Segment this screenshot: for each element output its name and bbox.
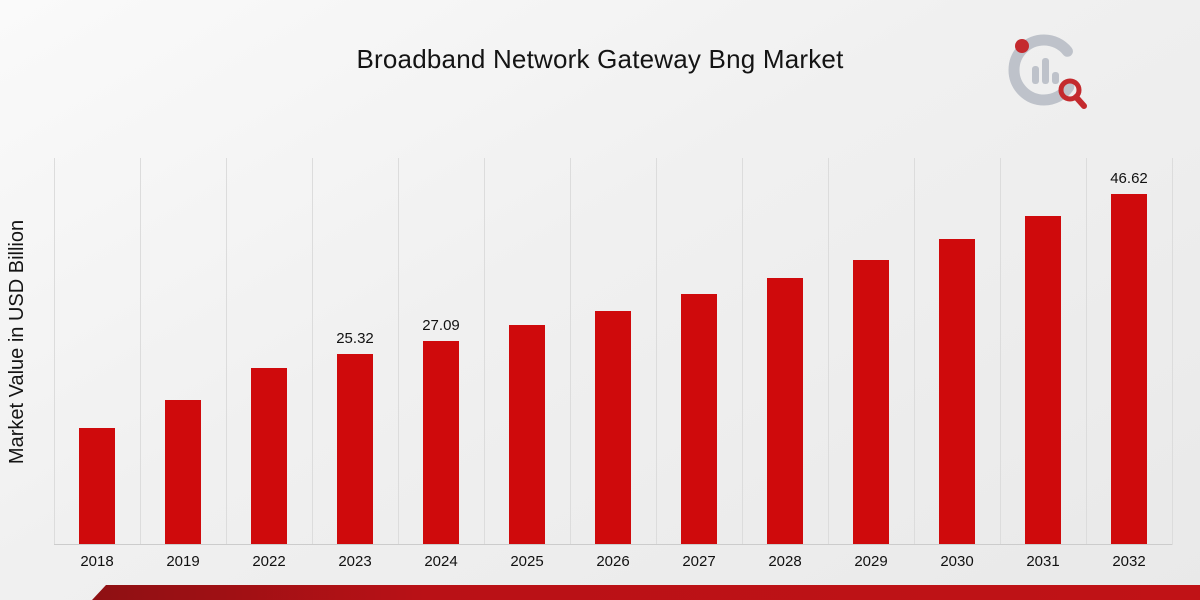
bar-2024	[423, 341, 459, 544]
gridline	[1086, 158, 1087, 545]
data-label-2023: 25.32	[336, 330, 374, 347]
x-tick-2018: 2018	[80, 553, 114, 570]
bar-2030	[939, 239, 975, 544]
brand-logo-icon	[1004, 28, 1090, 114]
bar-2023	[337, 354, 373, 544]
chart-title: Broadband Network Gateway Bng Market	[356, 44, 844, 74]
bar-2025	[509, 325, 545, 544]
x-tick-2019: 2019	[166, 553, 200, 570]
bar-2029	[853, 260, 889, 544]
x-tick-2023: 2023	[338, 553, 372, 570]
gridline	[484, 158, 485, 545]
bar-2018	[79, 428, 115, 544]
x-tick-2032: 2032	[1112, 553, 1146, 570]
gridline	[1172, 158, 1173, 545]
footer-ribbon	[92, 585, 1200, 600]
data-label-2032: 46.62	[1110, 170, 1148, 187]
bar-2026	[595, 311, 631, 544]
bar-2031	[1025, 216, 1061, 544]
gridline	[140, 158, 141, 545]
gridline	[742, 158, 743, 545]
x-axis-line	[54, 544, 1172, 545]
x-tick-2031: 2031	[1026, 553, 1060, 570]
data-label-2024: 27.09	[422, 317, 460, 334]
bar-2027	[681, 294, 717, 544]
x-tick-2027: 2027	[682, 553, 716, 570]
x-tick-2022: 2022	[252, 553, 286, 570]
x-tick-2024: 2024	[424, 553, 458, 570]
x-tick-2026: 2026	[596, 553, 630, 570]
gridline	[828, 158, 829, 545]
bar-2032	[1111, 194, 1147, 544]
gridline	[398, 158, 399, 545]
bar-2022	[251, 368, 287, 544]
y-axis-title: Market Value in USD Billion	[6, 219, 28, 465]
x-tick-2028: 2028	[768, 553, 802, 570]
bar-2028	[767, 278, 803, 544]
bar-2019	[165, 400, 201, 544]
plot-area: 2018 2019 2022 25.32 2023 27.09 2024 2025 2026 20…	[54, 158, 1173, 570]
x-tick-2030: 2030	[940, 553, 974, 570]
gridline	[656, 158, 657, 545]
gridline	[312, 158, 313, 545]
gridline	[570, 158, 571, 545]
x-tick-2029: 2029	[854, 553, 888, 570]
x-tick-2025: 2025	[510, 553, 544, 570]
gridline	[1000, 158, 1001, 545]
gridline	[226, 158, 227, 545]
gridline	[54, 158, 55, 545]
gridline	[914, 158, 915, 545]
